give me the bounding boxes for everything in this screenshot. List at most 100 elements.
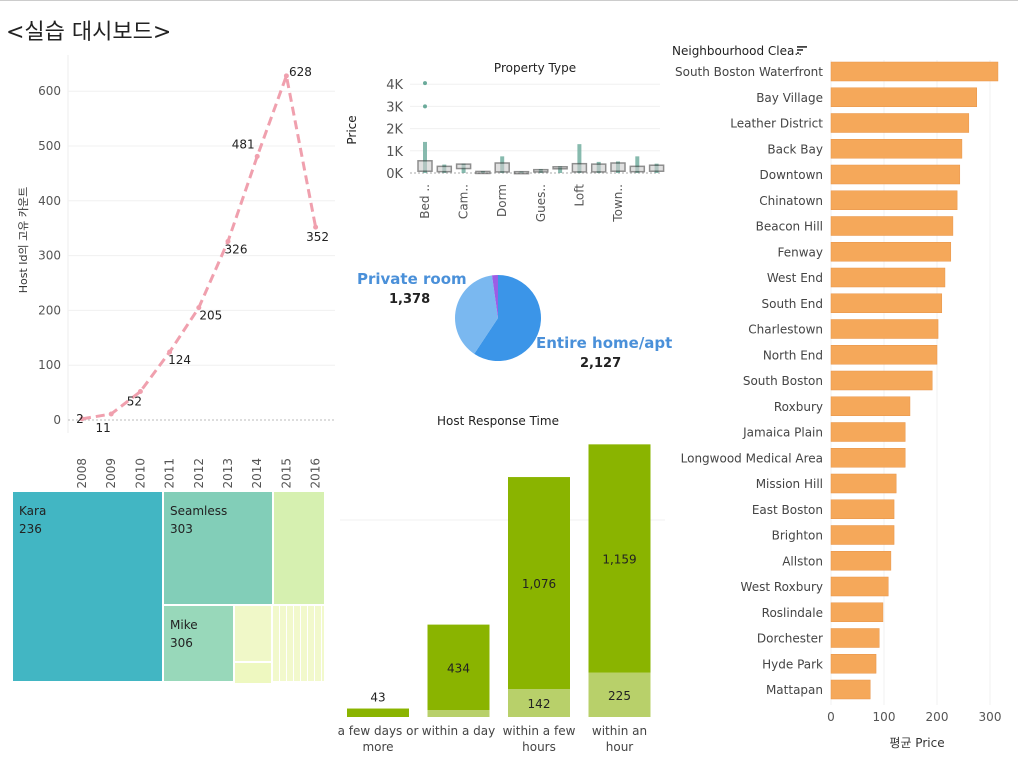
bar <box>830 216 954 236</box>
pie-slice <box>491 275 498 318</box>
x-tick-label: more <box>362 740 393 754</box>
data-point <box>313 224 319 230</box>
y-tick-label: 300 <box>38 249 61 263</box>
category-label: East Boston <box>752 503 823 517</box>
category-label: Allston <box>782 554 823 568</box>
bar-segment-dark <box>508 477 570 690</box>
category-label: Chinatown <box>759 194 823 208</box>
box <box>475 170 491 175</box>
sort-icon <box>797 46 807 48</box>
category-label: Beacon Hill <box>756 220 823 234</box>
bar <box>830 164 961 185</box>
category-label: Roxbury <box>774 400 823 414</box>
data-label: 628 <box>289 65 312 79</box>
x-tick-label: 2015 <box>279 458 293 489</box>
treemap-cell-seamless[interactable]: Seamless 303 <box>163 491 273 605</box>
treemap-cell[interactable] <box>272 605 325 682</box>
category-label: Mission Hill <box>756 477 823 491</box>
category-label: Dorchester <box>757 632 823 646</box>
bar-segment-dark <box>588 444 651 673</box>
bar-label: 43 <box>370 691 385 705</box>
bar <box>830 370 933 391</box>
cell-name: Seamless <box>170 504 228 518</box>
x-tick-label: 100 <box>873 710 896 724</box>
bar <box>830 499 895 519</box>
box <box>417 160 433 172</box>
bar <box>830 267 946 288</box>
treemap-cell-kara[interactable]: Kara 236 <box>12 491 163 682</box>
data-point <box>196 305 202 311</box>
x-tick-label: 2016 <box>309 458 323 489</box>
y-tick-label: 400 <box>38 194 61 208</box>
x-tick-label: 0 <box>827 710 835 724</box>
bar-label: 1,076 <box>522 577 556 591</box>
category-label: South Boston Waterfront <box>675 65 823 79</box>
host-response-bar-chart: Host Response Time 43 a few days or more 434… <box>338 414 665 754</box>
category-label: Jamaica Plain <box>742 426 823 440</box>
box <box>455 163 472 170</box>
y-tick-label: 3K <box>386 100 403 115</box>
x-axis-title: 평균 Price <box>889 736 944 750</box>
bar <box>830 525 895 545</box>
x-tick-label: Gues.. <box>534 184 548 222</box>
category-label: South End <box>762 297 824 311</box>
y-axis-title: Host Id의 고유 카운트 <box>17 187 30 293</box>
y-tick-label: 1K <box>386 145 403 160</box>
y-tick-label: 4K <box>386 78 403 93</box>
box <box>648 164 665 172</box>
x-tick-label: Town.. <box>611 184 625 223</box>
category-label: Brighton <box>772 529 823 543</box>
bar <box>830 654 877 674</box>
data-point <box>79 416 85 422</box>
x-tick-label: 300 <box>979 710 1002 724</box>
bar <box>830 61 999 82</box>
data-label: 2 <box>76 412 84 426</box>
room-type-pie-chart <box>455 275 541 361</box>
treemap-cell-mike[interactable]: Mike 306 <box>163 605 234 682</box>
data-point <box>283 73 289 79</box>
category-label: Bay Village <box>756 91 823 105</box>
host-treemap: Kara 236 Seamless 303 Mike 306 <box>12 491 325 684</box>
data-label: 52 <box>127 395 142 409</box>
box <box>590 163 607 173</box>
data-label: 11 <box>96 421 111 435</box>
x-tick-label: hours <box>522 740 556 754</box>
bar <box>830 602 884 622</box>
box <box>533 168 549 173</box>
pie-label-entire: Entire home/apt <box>536 334 673 352</box>
treemap-cell[interactable] <box>234 662 272 684</box>
box <box>610 162 626 172</box>
cell-name: Kara <box>19 504 47 518</box>
y-tick-label: 500 <box>38 139 61 153</box>
bar <box>830 113 970 133</box>
bar <box>830 628 880 648</box>
x-tick-label: 2009 <box>104 458 118 489</box>
category-label: West Roxbury <box>741 580 823 594</box>
x-tick-label: a few days or <box>338 724 419 738</box>
treemap-cell[interactable] <box>273 491 325 605</box>
data-label: 352 <box>306 230 329 244</box>
pie-value-private: 1,378 <box>389 292 431 307</box>
column-header: Neighbourhood Clea.. <box>672 44 802 58</box>
outlier-point <box>423 81 427 86</box>
bar <box>830 422 906 442</box>
y-tick-label: 600 <box>38 84 61 98</box>
x-tick-label: hour <box>606 740 634 754</box>
bar <box>830 293 943 313</box>
category-label: South Boston <box>743 374 823 388</box>
dashboard-title: <실습 대시보드> <box>6 20 172 45</box>
y-tick-label: 0K <box>386 167 403 182</box>
treemap-cell[interactable] <box>234 605 272 662</box>
box <box>571 162 588 173</box>
category-label: Roslindale <box>762 606 823 620</box>
cell-name: Mike <box>170 618 198 632</box>
data-point <box>137 389 143 395</box>
data-point <box>225 238 231 244</box>
data-label: 124 <box>168 353 191 367</box>
x-tick-label: 2014 <box>250 458 264 489</box>
x-tick-label: within an <box>592 724 647 738</box>
box <box>436 165 453 173</box>
cell-value: 236 <box>19 522 42 536</box>
bar <box>830 576 889 597</box>
line-series <box>81 70 318 421</box>
